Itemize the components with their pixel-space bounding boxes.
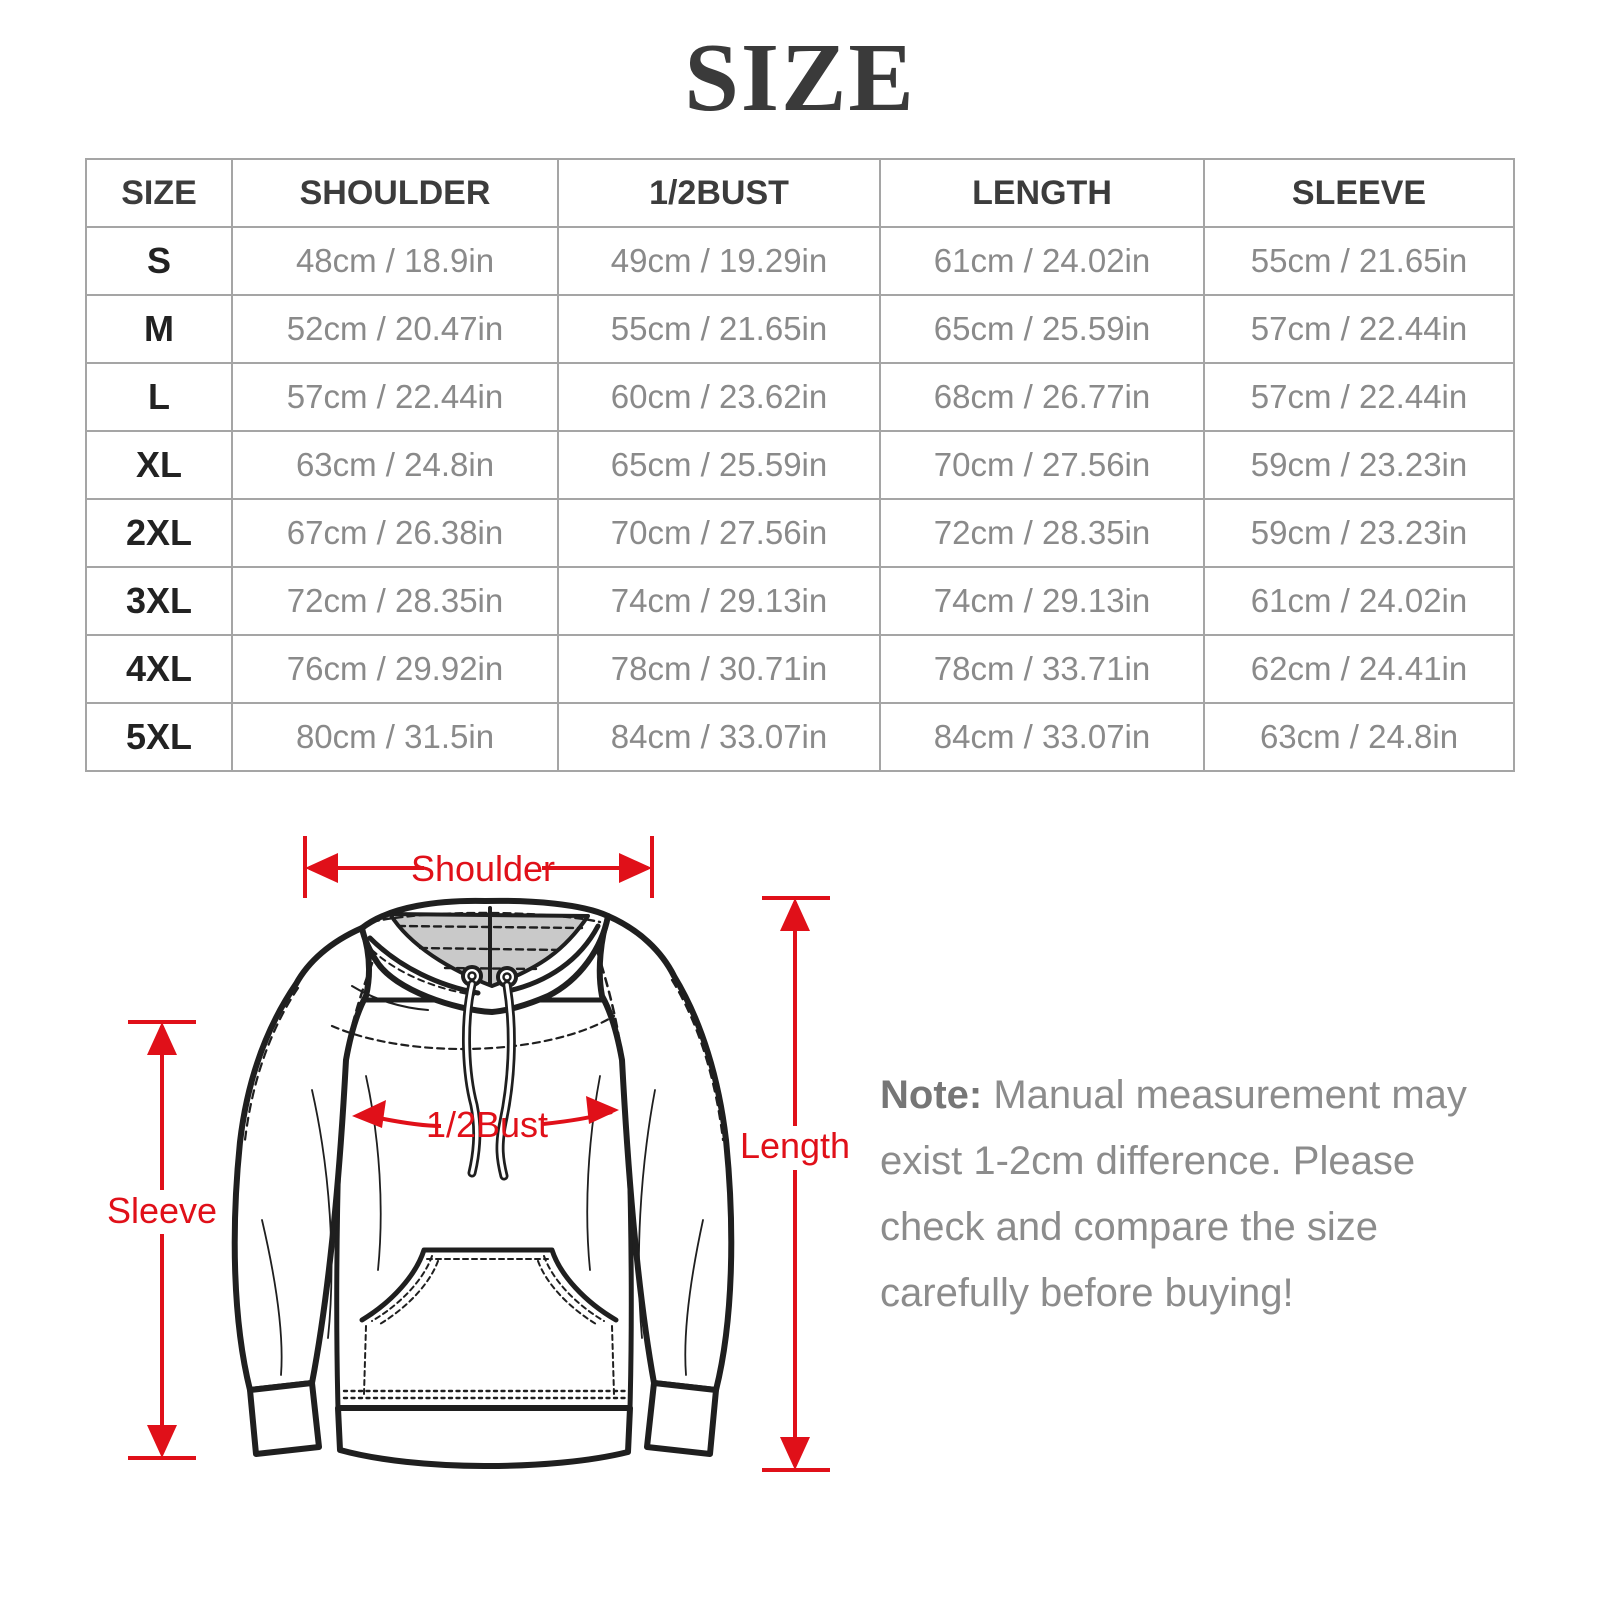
table-cell: 52cm / 20.47in — [231, 294, 559, 364]
page-title: SIZE — [684, 24, 916, 132]
table-row: 3XL 72cm / 28.35in 74cm / 29.13in 74cm /… — [85, 566, 1515, 636]
note-label: Note: — [880, 1073, 983, 1117]
size-label: L — [85, 362, 233, 432]
table-row: S 48cm / 18.9in 49cm / 19.29in 61cm / 24… — [85, 226, 1515, 296]
table-cell: 59cm / 23.23in — [1203, 498, 1515, 568]
table-row: L 57cm / 22.44in 60cm / 23.62in 68cm / 2… — [85, 362, 1515, 432]
table-cell: 76cm / 29.92in — [231, 634, 559, 704]
column-header-length: LENGTH — [879, 158, 1205, 228]
table-row: XL 63cm / 24.8in 65cm / 25.59in 70cm / 2… — [85, 430, 1515, 500]
sleeve-label: Sleeve — [107, 1190, 217, 1231]
note-line: check and compare the size — [880, 1205, 1379, 1249]
measurement-arrows: Shoulder Sleeve Length — [107, 836, 850, 1472]
bust-label: 1/2Bust — [426, 1104, 548, 1145]
table-row: 2XL 67cm / 26.38in 70cm / 27.56in 72cm /… — [85, 498, 1515, 568]
table-cell: 57cm / 22.44in — [1203, 362, 1515, 432]
table-cell: 61cm / 24.02in — [879, 226, 1205, 296]
table-cell: 57cm / 22.44in — [231, 362, 559, 432]
table-row: 4XL 76cm / 29.92in 78cm / 30.71in 78cm /… — [85, 634, 1515, 704]
size-table: SIZE SHOULDER 1/2BUST LENGTH SLEEVE S 48… — [85, 158, 1515, 772]
shoulder-arrow: Shoulder — [303, 836, 654, 898]
note-line: Manual measurement may — [993, 1073, 1467, 1117]
table-cell: 72cm / 28.35in — [231, 566, 559, 636]
table-row: 5XL 80cm / 31.5in 84cm / 33.07in 84cm / … — [85, 702, 1515, 772]
table-cell: 59cm / 23.23in — [1203, 430, 1515, 500]
size-label: 4XL — [85, 634, 233, 704]
table-cell: 62cm / 24.41in — [1203, 634, 1515, 704]
table-cell: 55cm / 21.65in — [557, 294, 881, 364]
column-header-sleeve: SLEEVE — [1203, 158, 1515, 228]
table-cell: 68cm / 26.77in — [879, 362, 1205, 432]
bust-arrow: 1/2Bust — [352, 1096, 619, 1145]
table-cell: 63cm / 24.8in — [1203, 702, 1515, 772]
size-label: 2XL — [85, 498, 233, 568]
drawstrings — [461, 979, 516, 1181]
column-header-size: SIZE — [85, 158, 233, 228]
table-cell: 55cm / 21.65in — [1203, 226, 1515, 296]
note-text: Note: Manual measurement may exist 1-2cm… — [880, 1062, 1480, 1326]
header-row: SIZE SHOULDER 1/2BUST LENGTH SLEEVE — [85, 158, 1515, 228]
table-cell: 84cm / 33.07in — [557, 702, 881, 772]
column-header-bust: 1/2BUST — [557, 158, 881, 228]
table-cell: 60cm / 23.62in — [557, 362, 881, 432]
table-cell: 61cm / 24.02in — [1203, 566, 1515, 636]
table-cell: 80cm / 31.5in — [231, 702, 559, 772]
table-cell: 78cm / 33.71in — [879, 634, 1205, 704]
table-cell: 65cm / 25.59in — [557, 430, 881, 500]
table-cell: 78cm / 30.71in — [557, 634, 881, 704]
size-label: XL — [85, 430, 233, 500]
table-cell: 57cm / 22.44in — [1203, 294, 1515, 364]
sleeve-arrow: Sleeve — [107, 1020, 217, 1460]
size-label: S — [85, 226, 233, 296]
size-label: M — [85, 294, 233, 364]
shoulder-label: Shoulder — [411, 848, 555, 889]
table-cell: 72cm / 28.35in — [879, 498, 1205, 568]
table-cell: 63cm / 24.8in — [231, 430, 559, 500]
table-cell: 48cm / 18.9in — [231, 226, 559, 296]
hoodie-measurement-diagram: Shoulder Sleeve Length — [107, 836, 850, 1472]
table-cell: 67cm / 26.38in — [231, 498, 559, 568]
size-label: 3XL — [85, 566, 233, 636]
table-cell: 65cm / 25.59in — [879, 294, 1205, 364]
column-header-shoulder: SHOULDER — [231, 158, 559, 228]
table-row: M 52cm / 20.47in 55cm / 21.65in 65cm / 2… — [85, 294, 1515, 364]
hoodie-illustration — [231, 897, 735, 1469]
table-cell: 84cm / 33.07in — [879, 702, 1205, 772]
length-label: Length — [740, 1125, 850, 1166]
note-line: exist 1-2cm difference. Please — [880, 1139, 1416, 1183]
length-arrow: Length — [740, 896, 850, 1472]
table-cell: 74cm / 29.13in — [879, 566, 1205, 636]
size-label: 5XL — [85, 702, 233, 772]
table-cell: 70cm / 27.56in — [557, 498, 881, 568]
table-cell: 70cm / 27.56in — [879, 430, 1205, 500]
table-cell: 49cm / 19.29in — [557, 226, 881, 296]
table-cell: 74cm / 29.13in — [557, 566, 881, 636]
note-line: carefully before buying! — [880, 1271, 1294, 1315]
